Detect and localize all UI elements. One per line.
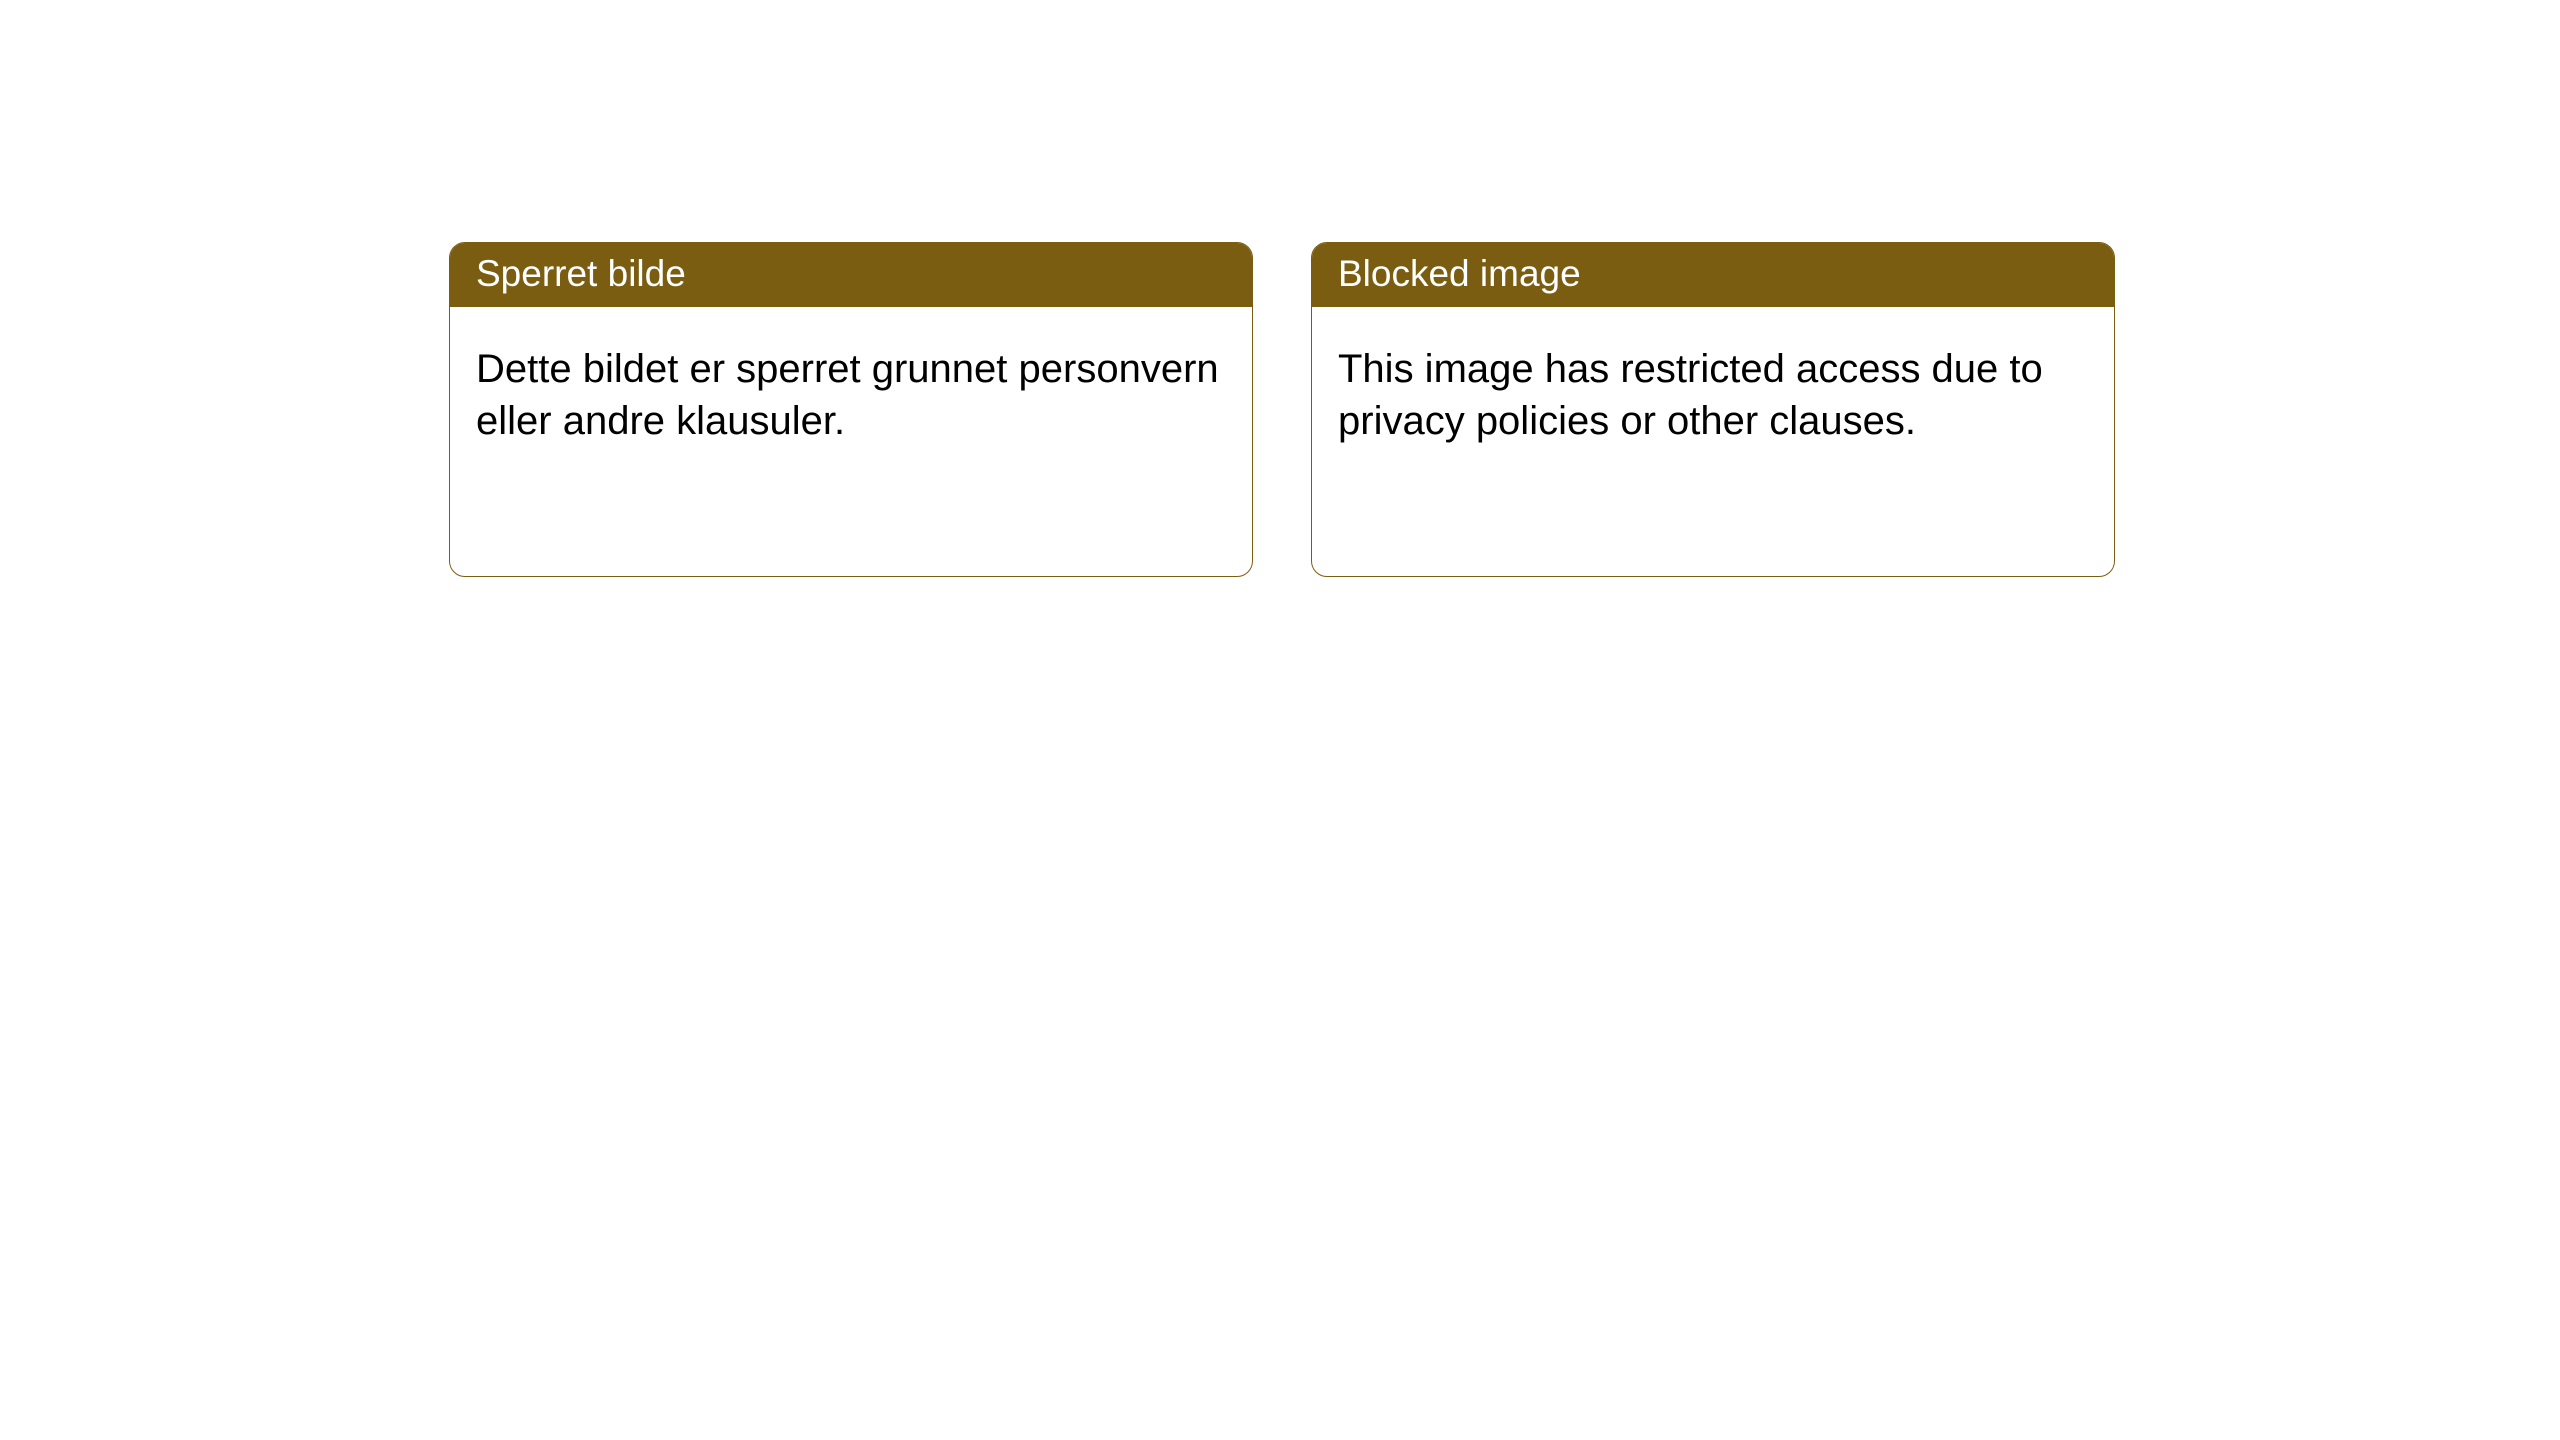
card-title: Sperret bilde — [476, 253, 686, 294]
card-body-text: This image has restricted access due to … — [1338, 347, 2043, 443]
card-body-text: Dette bildet er sperret grunnet personve… — [476, 347, 1219, 443]
card-body: Dette bildet er sperret grunnet personve… — [450, 307, 1252, 473]
cards-container: Sperret bilde Dette bildet er sperret gr… — [449, 242, 2115, 577]
card-body: This image has restricted access due to … — [1312, 307, 2114, 473]
card-title: Blocked image — [1338, 253, 1581, 294]
card-header: Blocked image — [1312, 243, 2114, 307]
blocked-image-card-norwegian: Sperret bilde Dette bildet er sperret gr… — [449, 242, 1253, 577]
card-header: Sperret bilde — [450, 243, 1252, 307]
blocked-image-card-english: Blocked image This image has restricted … — [1311, 242, 2115, 577]
